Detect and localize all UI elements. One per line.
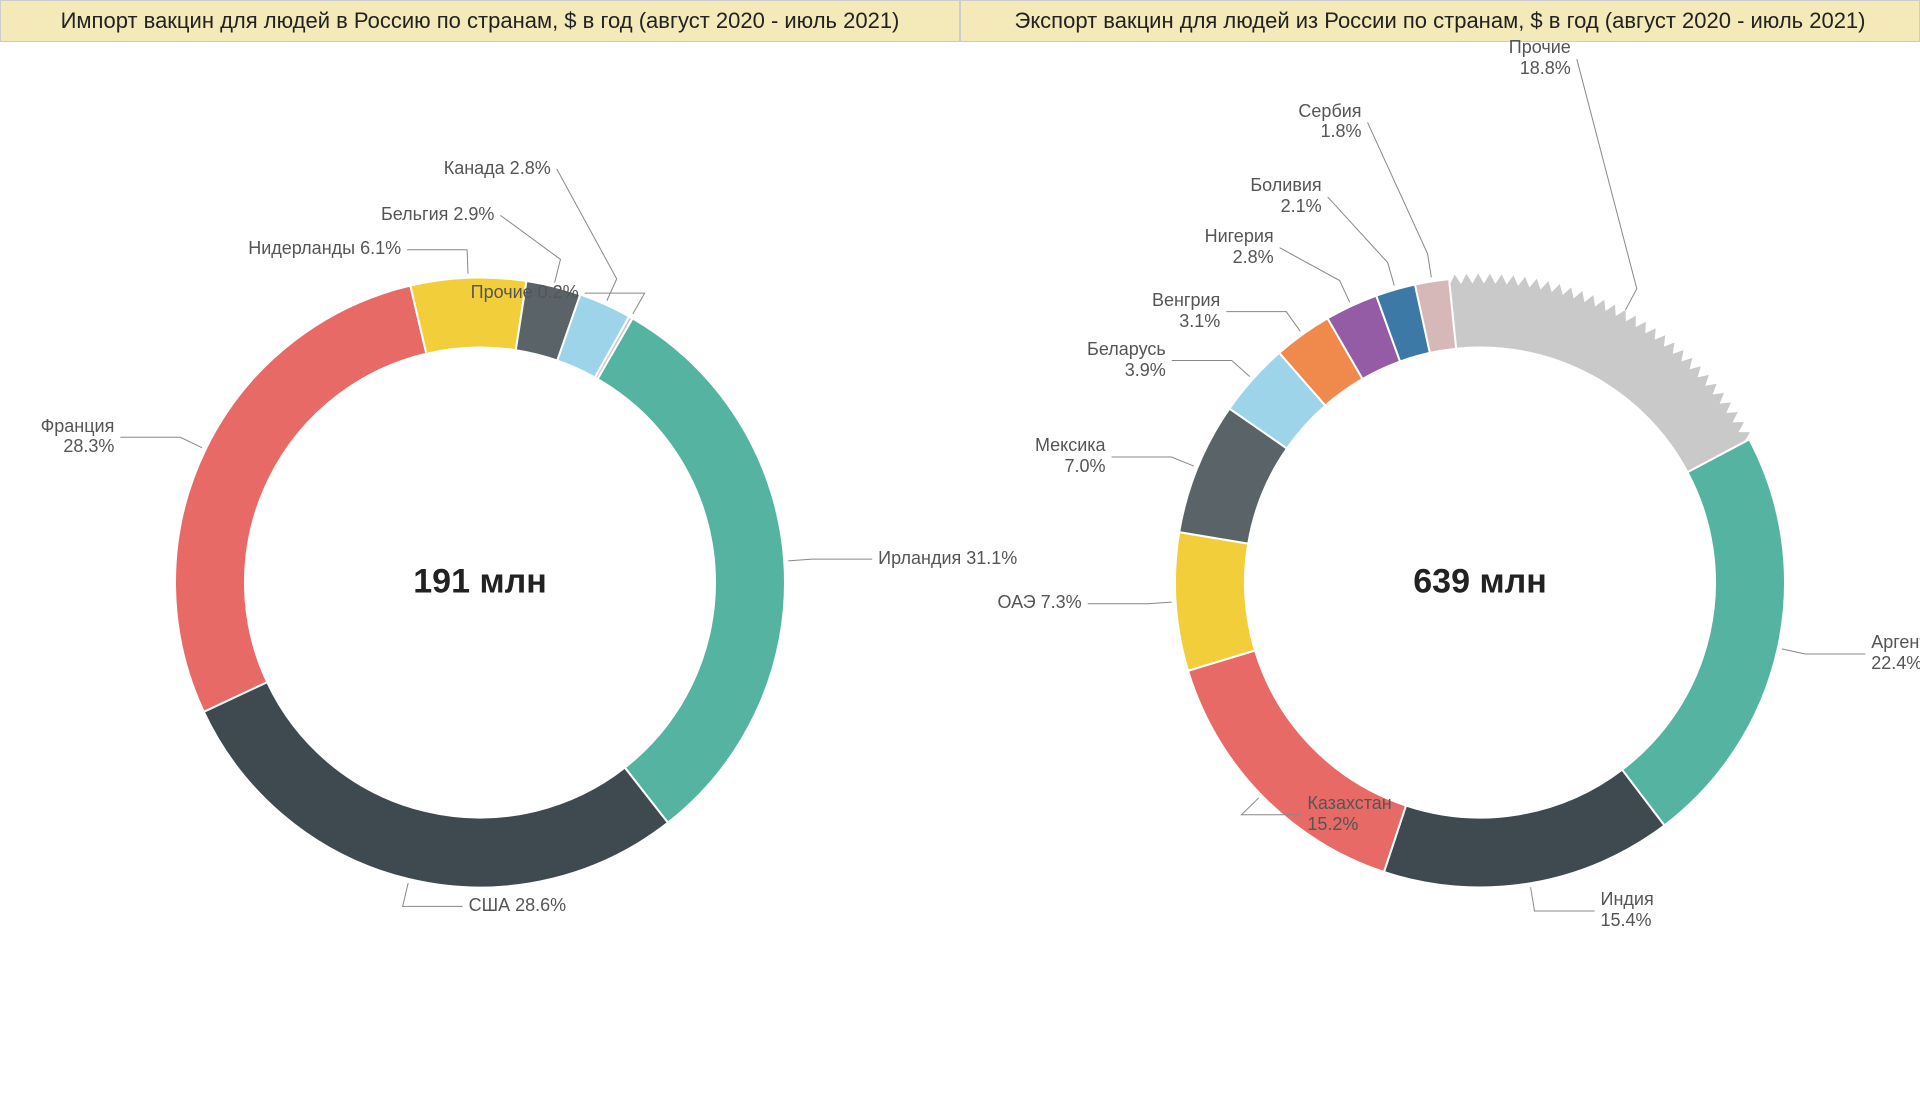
- import-chart-area: 191 млн Ирландия 31.1%США 28.6%Франция28…: [0, 42, 960, 1063]
- export-slice-10: [1450, 271, 1752, 472]
- export-leader-1: [1531, 887, 1595, 911]
- export-title: Экспорт вакцин для людей из России по ст…: [960, 0, 1920, 42]
- import-leader-3: [407, 249, 468, 273]
- export-leader-10: [1577, 59, 1637, 310]
- import-panel: Импорт вакцин для людей в Россию по стра…: [0, 0, 960, 1095]
- import-title: Импорт вакцин для людей в Россию по стра…: [0, 0, 960, 42]
- export-slice-3: [1175, 532, 1255, 671]
- page: Импорт вакцин для людей в Россию по стра…: [0, 0, 1920, 1095]
- import-slice-3: [410, 277, 526, 353]
- import-slice-0: [598, 318, 786, 822]
- export-leader-3: [1088, 602, 1172, 604]
- export-leader-6: [1226, 311, 1300, 331]
- export-chart-area: 639 млн Аргентина22.4%Индия15.4%Казахста…: [960, 42, 1920, 1063]
- export-leader-8: [1328, 196, 1395, 285]
- import-donut-svg: [0, 42, 960, 1063]
- export-leader-4: [1112, 457, 1194, 466]
- export-donut-svg: [960, 42, 1920, 1063]
- import-leader-2: [120, 437, 202, 447]
- import-slice-2: [175, 285, 426, 711]
- export-slice-0: [1622, 439, 1785, 825]
- import-slice-1: [204, 682, 668, 887]
- export-panel: Экспорт вакцин для людей из России по ст…: [960, 0, 1920, 1095]
- export-leader-0: [1782, 648, 1865, 653]
- import-leader-4: [500, 215, 560, 282]
- import-leader-0: [788, 559, 872, 561]
- export-leader-5: [1172, 360, 1250, 376]
- export-leader-7: [1280, 247, 1350, 302]
- export-slice-1: [1384, 769, 1664, 887]
- export-leader-9: [1368, 122, 1432, 277]
- export-slice-2: [1188, 650, 1406, 871]
- import-leader-5: [557, 168, 617, 300]
